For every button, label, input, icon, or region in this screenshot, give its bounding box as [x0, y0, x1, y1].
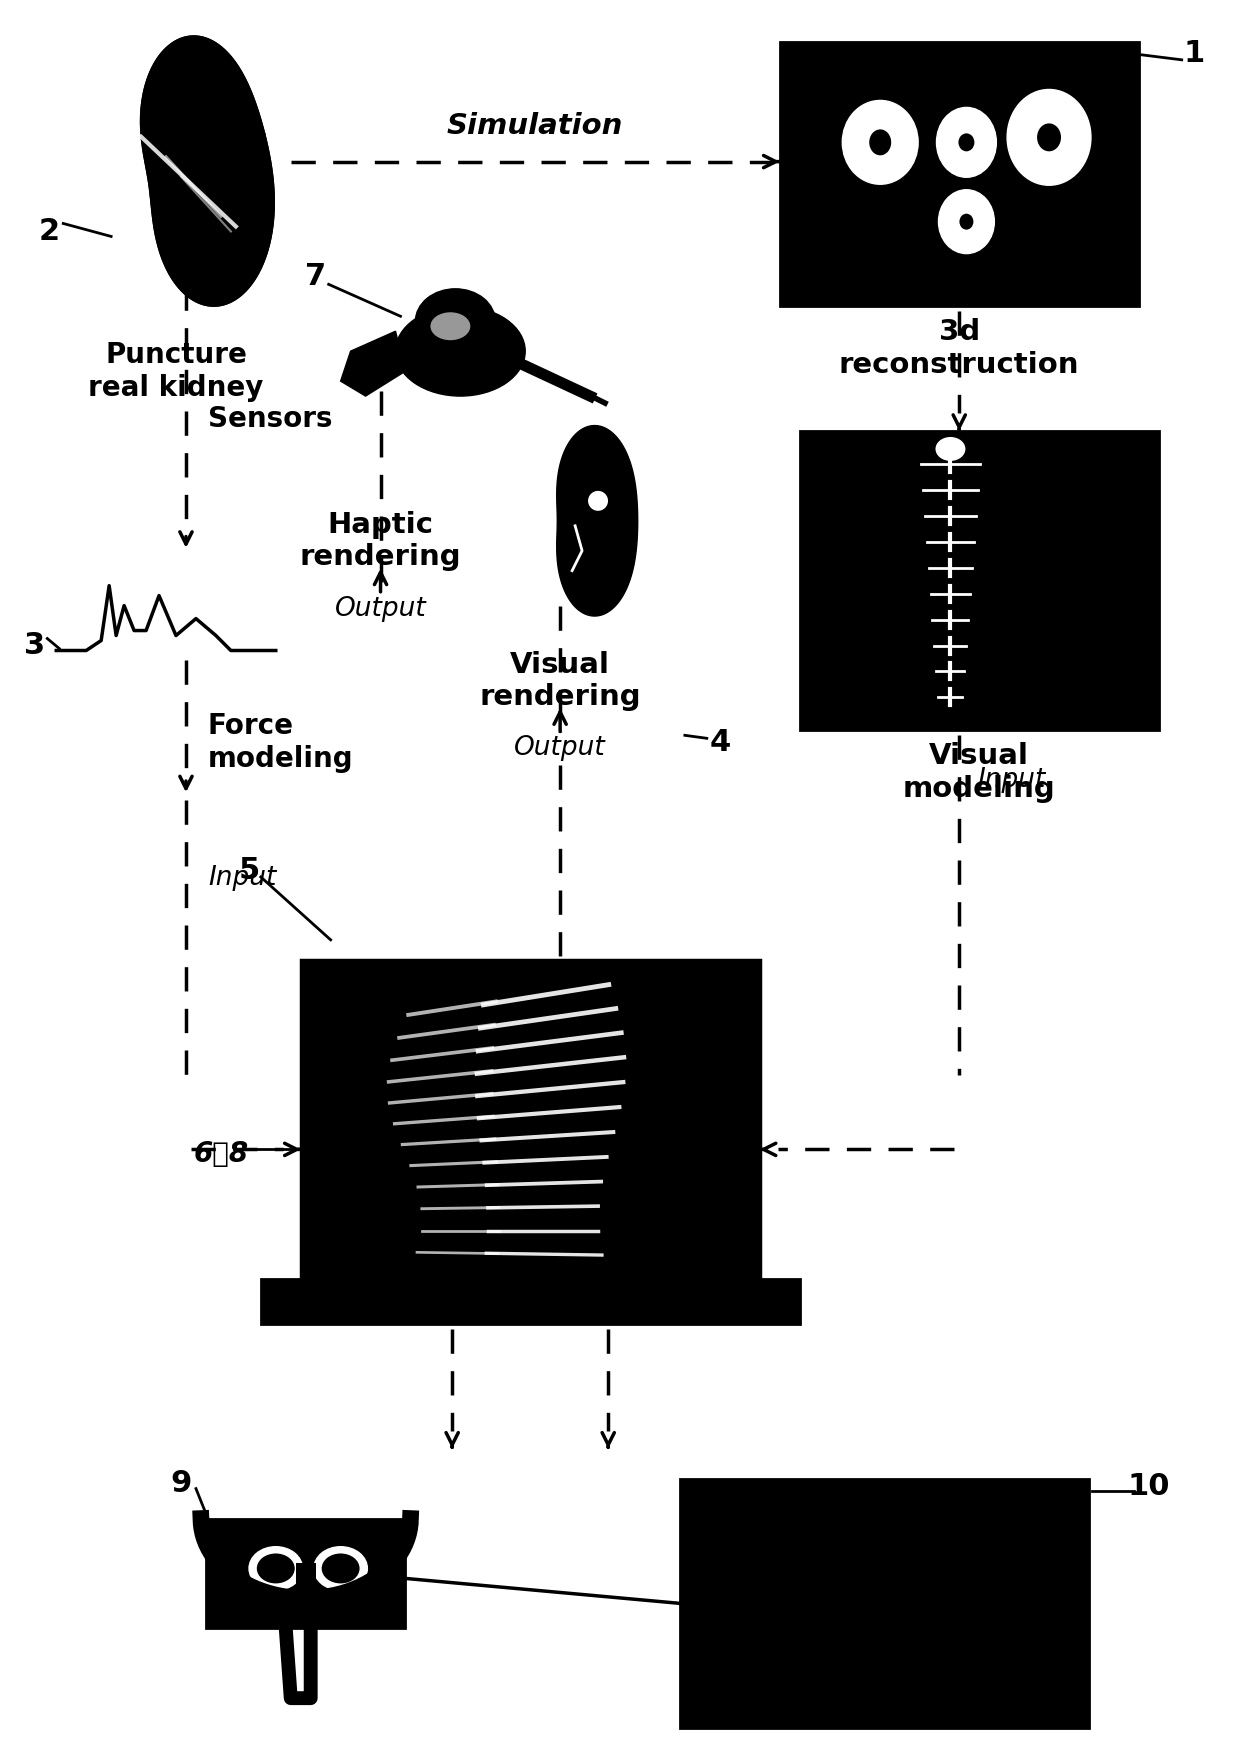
- Text: Input: Input: [208, 864, 277, 891]
- Ellipse shape: [869, 130, 892, 156]
- Text: Input: Input: [977, 768, 1045, 792]
- Ellipse shape: [415, 289, 495, 354]
- Bar: [800, 431, 1159, 731]
- Text: 3d
reconstruction: 3d reconstruction: [839, 319, 1080, 379]
- Ellipse shape: [321, 1553, 360, 1583]
- Ellipse shape: [1037, 123, 1061, 151]
- Text: 3: 3: [24, 631, 45, 661]
- Text: Haptic
rendering: Haptic rendering: [300, 510, 461, 571]
- Text: Output: Output: [335, 596, 427, 622]
- Text: 6、8: 6、8: [193, 1141, 248, 1169]
- Text: 5: 5: [238, 855, 259, 885]
- Text: Visual
rendering: Visual rendering: [480, 650, 641, 712]
- Polygon shape: [140, 37, 274, 307]
- Bar: [295, 1564, 316, 1588]
- Ellipse shape: [936, 107, 997, 177]
- Text: 9: 9: [170, 1469, 192, 1499]
- Ellipse shape: [430, 312, 470, 340]
- Ellipse shape: [959, 133, 975, 151]
- Text: 1: 1: [1183, 39, 1204, 68]
- Bar: [680, 1478, 1089, 1728]
- Text: 4: 4: [709, 727, 732, 757]
- Text: Visual
modeling: Visual modeling: [903, 742, 1055, 803]
- Polygon shape: [341, 331, 405, 396]
- Ellipse shape: [1007, 89, 1091, 186]
- Text: Puncture
real kidney: Puncture real kidney: [88, 342, 264, 401]
- Ellipse shape: [248, 1546, 304, 1592]
- Ellipse shape: [939, 189, 994, 254]
- Text: Sensors: Sensors: [208, 405, 332, 433]
- Text: Simulation: Simulation: [446, 112, 624, 140]
- Ellipse shape: [935, 436, 966, 461]
- Bar: [206, 1518, 405, 1629]
- Ellipse shape: [314, 1546, 368, 1592]
- Ellipse shape: [960, 214, 973, 230]
- Text: 7: 7: [305, 261, 326, 291]
- Bar: [260, 1280, 800, 1324]
- Text: 10: 10: [1127, 1473, 1171, 1501]
- Circle shape: [588, 491, 608, 510]
- Ellipse shape: [396, 307, 526, 396]
- Bar: [216, 1529, 396, 1618]
- Polygon shape: [557, 426, 637, 615]
- Ellipse shape: [842, 100, 918, 184]
- Text: Force
modeling: Force modeling: [208, 712, 353, 773]
- Ellipse shape: [257, 1553, 295, 1583]
- Bar: [301, 961, 760, 1280]
- Text: Output: Output: [515, 735, 606, 761]
- Text: 2: 2: [38, 217, 60, 245]
- Bar: [780, 42, 1138, 307]
